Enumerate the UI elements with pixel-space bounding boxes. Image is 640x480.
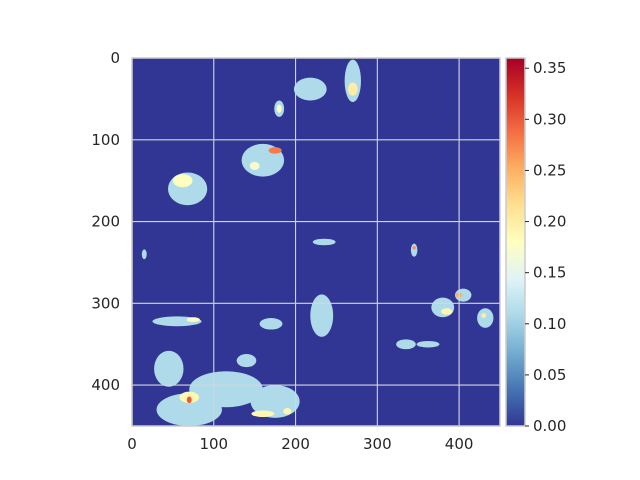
heatmap-region-14 (431, 297, 455, 318)
x-tick-label: 300 (363, 435, 392, 453)
colorbar-tick-label: 0.10 (533, 315, 566, 333)
colorbar-tick-label: 0.05 (533, 366, 566, 384)
heatmap-region-3 (268, 147, 282, 154)
heatmap-region-13 (310, 294, 334, 337)
colorbar (505, 57, 526, 427)
heatmap-region-12 (412, 246, 416, 250)
y-tick-label: 300 (91, 294, 120, 312)
heatmap-region-21 (186, 317, 200, 323)
colorbar-tick-label: 0.30 (533, 110, 566, 128)
heatmap-region-7 (347, 82, 358, 96)
y-axis: 0 100 200 300 400 (91, 49, 120, 394)
heatmap-region-1 (172, 174, 193, 188)
y-tick-label: 400 (91, 376, 120, 394)
heatmap-region-34 (141, 249, 147, 260)
colorbar-tick-label: 0.35 (533, 59, 566, 77)
y-tick-label: 0 (110, 49, 120, 67)
x-tick-label: 400 (445, 435, 474, 453)
heatmap-region-18 (477, 308, 494, 328)
x-tick-label: 200 (281, 435, 310, 453)
heatmap-region-29 (186, 396, 192, 404)
plot-frame (131, 57, 501, 427)
heatmap-region-15 (441, 308, 453, 315)
colorbar-tick-label: 0.20 (533, 213, 566, 231)
heatmap-region-4 (249, 161, 260, 171)
colorbar-tick-label: 0.00 (533, 417, 566, 435)
heatmap-region-32 (283, 408, 292, 415)
heatmap-region-31 (251, 410, 275, 418)
heatmap-region-23 (396, 339, 416, 350)
colorbar-tick-label: 0.15 (533, 264, 566, 282)
colorbar-axis: 0.00 0.05 0.10 0.15 0.20 0.25 0.30 0.35 (525, 59, 566, 435)
colorbar-tick-label: 0.25 (533, 161, 566, 179)
y-tick-label: 200 (91, 213, 120, 231)
x-axis: 0 100 200 300 400 (127, 435, 473, 453)
heatmap-region-11 (410, 243, 418, 257)
x-tick-label: 0 (127, 435, 137, 453)
heatmap-region-19 (481, 313, 487, 319)
heatmap-region-22 (259, 318, 283, 330)
heatmap-regions (141, 59, 494, 426)
heatmap-region-6 (344, 59, 361, 103)
heatmap-region-33 (236, 354, 257, 368)
heatmap-region-10 (312, 238, 336, 246)
heatmap-region-24 (416, 340, 440, 348)
heatmap-region-9 (276, 104, 282, 113)
x-tick-label: 100 (199, 435, 228, 453)
heatmap-region-27 (156, 393, 222, 426)
heatmap-region-5 (293, 77, 327, 101)
heatmap-region-25 (154, 350, 184, 387)
y-tick-label: 100 (91, 131, 120, 149)
